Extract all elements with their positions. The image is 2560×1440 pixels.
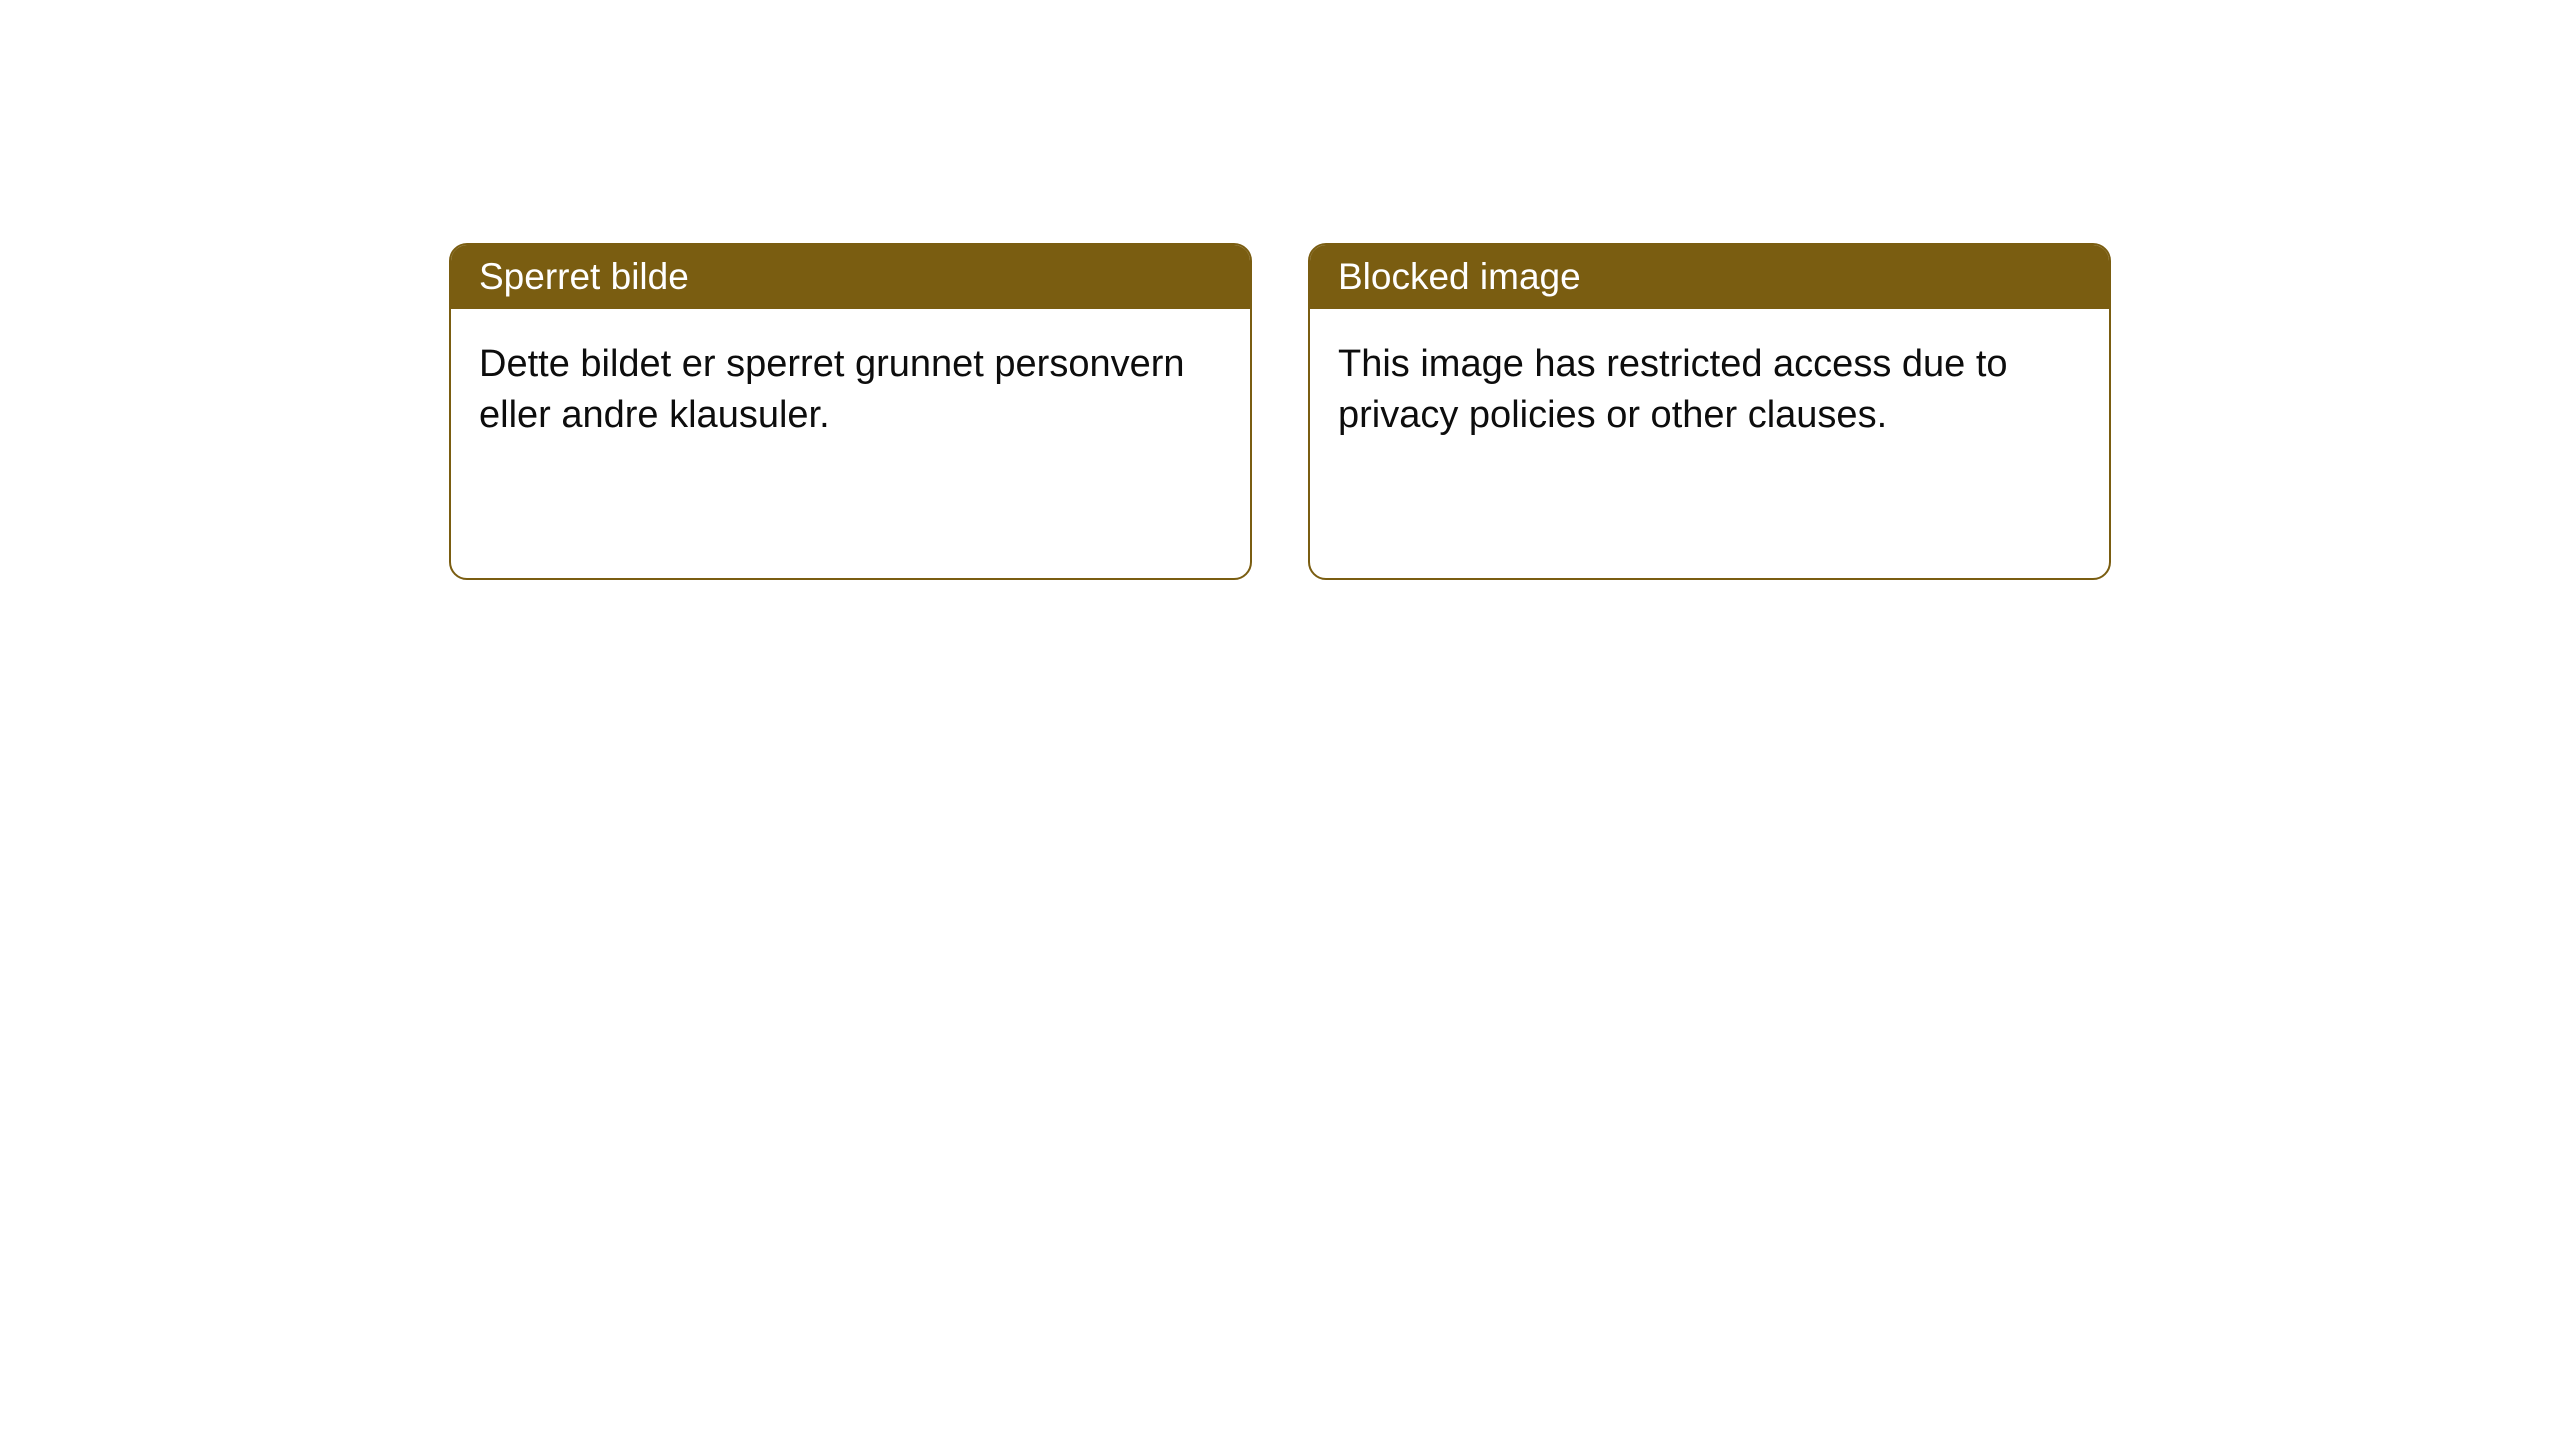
card-header: Sperret bilde: [451, 245, 1250, 309]
card-title: Blocked image: [1338, 256, 1581, 297]
card-title: Sperret bilde: [479, 256, 689, 297]
card-body: This image has restricted access due to …: [1310, 309, 2109, 472]
card-body-text: This image has restricted access due to …: [1338, 343, 2008, 436]
blocked-image-card-nb: Sperret bilde Dette bildet er sperret gr…: [449, 243, 1252, 580]
blocked-image-card-en: Blocked image This image has restricted …: [1308, 243, 2111, 580]
notice-container: Sperret bilde Dette bildet er sperret gr…: [0, 0, 2560, 580]
card-body: Dette bildet er sperret grunnet personve…: [451, 309, 1250, 472]
card-body-text: Dette bildet er sperret grunnet personve…: [479, 343, 1185, 436]
card-header: Blocked image: [1310, 245, 2109, 309]
